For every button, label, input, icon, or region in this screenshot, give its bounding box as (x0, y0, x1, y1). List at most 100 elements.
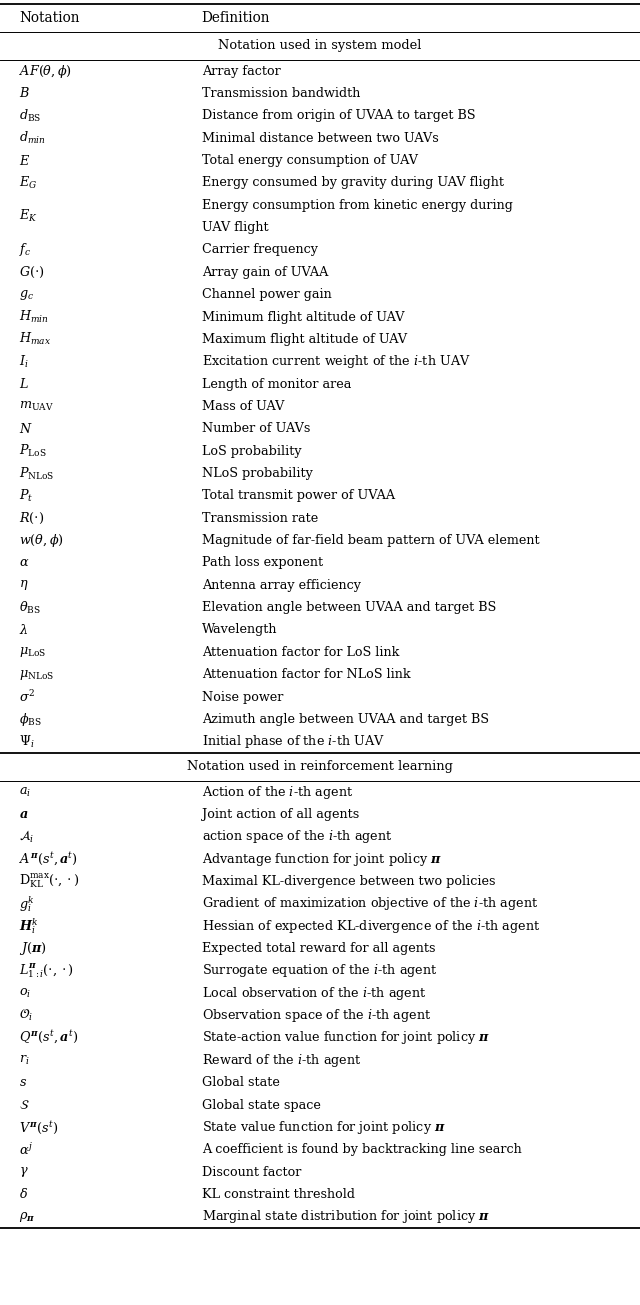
Text: $\gamma$: $\gamma$ (19, 1165, 29, 1178)
Text: Noise power: Noise power (202, 690, 283, 703)
Text: Transmission rate: Transmission rate (202, 512, 318, 525)
Text: Total energy consumption of UAV: Total energy consumption of UAV (202, 154, 418, 167)
Text: Channel power gain: Channel power gain (202, 288, 332, 301)
Text: Attenuation factor for LoS link: Attenuation factor for LoS link (202, 646, 399, 659)
Text: Local observation of the $i$-th agent: Local observation of the $i$-th agent (202, 985, 426, 1002)
Text: $\mathcal{A}_i$: $\mathcal{A}_i$ (19, 829, 35, 844)
Text: Initial phase of the $i$-th UAV: Initial phase of the $i$-th UAV (202, 733, 385, 750)
Text: Gradient of maximization objective of the $i$-th agent: Gradient of maximization objective of th… (202, 895, 538, 912)
Text: $H_{max}$: $H_{max}$ (19, 331, 51, 347)
Text: Reward of the $i$-th agent: Reward of the $i$-th agent (202, 1052, 361, 1069)
Text: Minimal distance between two UAVs: Minimal distance between two UAVs (202, 132, 438, 145)
Text: $J(\boldsymbol{\pi})$: $J(\boldsymbol{\pi})$ (19, 940, 47, 957)
Text: $G(\cdot)$: $G(\cdot)$ (19, 265, 45, 279)
Text: $s$: $s$ (19, 1077, 28, 1090)
Text: Path loss exponent: Path loss exponent (202, 556, 323, 569)
Text: $\mathrm{D}^{\mathrm{max}}_{\mathrm{KL}}(\cdot,\cdot)$: $\mathrm{D}^{\mathrm{max}}_{\mathrm{KL}}… (19, 873, 80, 890)
Text: $\mathcal{S}$: $\mathcal{S}$ (19, 1099, 30, 1112)
Text: $\delta$: $\delta$ (19, 1188, 28, 1202)
Text: $\theta_{\mathrm{BS}}$: $\theta_{\mathrm{BS}}$ (19, 599, 41, 616)
Text: Number of UAVs: Number of UAVs (202, 423, 310, 436)
Text: State value function for joint policy $\boldsymbol{\pi}$: State value function for joint policy $\… (202, 1118, 445, 1135)
Text: LoS probability: LoS probability (202, 445, 301, 458)
Text: Expected total reward for all agents: Expected total reward for all agents (202, 942, 435, 955)
Text: Attenuation factor for NLoS link: Attenuation factor for NLoS link (202, 668, 410, 681)
Text: $a_i$: $a_i$ (19, 786, 31, 799)
Text: $w(\theta,\phi)$: $w(\theta,\phi)$ (19, 532, 64, 549)
Text: A coefficient is found by backtracking line search: A coefficient is found by backtracking l… (202, 1143, 522, 1156)
Text: Maximal KL-divergence between two policies: Maximal KL-divergence between two polici… (202, 874, 495, 887)
Text: $H_{min}$: $H_{min}$ (19, 309, 49, 325)
Text: Azimuth angle between UVAA and target BS: Azimuth angle between UVAA and target BS (202, 713, 488, 726)
Text: Notation: Notation (19, 10, 80, 25)
Text: Excitation current weight of the $i$-th UAV: Excitation current weight of the $i$-th … (202, 354, 470, 371)
Text: $g_c$: $g_c$ (19, 287, 34, 301)
Text: State-action value function for joint policy $\boldsymbol{\pi}$: State-action value function for joint po… (202, 1030, 490, 1047)
Text: Marginal state distribution for joint policy $\boldsymbol{\pi}$: Marginal state distribution for joint po… (202, 1208, 490, 1225)
Text: Carrier frequency: Carrier frequency (202, 244, 317, 257)
Text: $d_{min}$: $d_{min}$ (19, 130, 46, 146)
Text: Notation used in reinforcement learning: Notation used in reinforcement learning (187, 761, 453, 774)
Text: Elevation angle between UVAA and target BS: Elevation angle between UVAA and target … (202, 602, 496, 615)
Text: $\lambda$: $\lambda$ (19, 622, 29, 637)
Text: Distance from origin of UVAA to target BS: Distance from origin of UVAA to target B… (202, 110, 475, 123)
Text: $P_{\mathrm{LoS}}$: $P_{\mathrm{LoS}}$ (19, 444, 47, 459)
Text: Minimum flight altitude of UAV: Minimum flight altitude of UAV (202, 311, 404, 324)
Text: $\phi_{\mathrm{BS}}$: $\phi_{\mathrm{BS}}$ (19, 711, 42, 728)
Text: $m_{\mathrm{UAV}}$: $m_{\mathrm{UAV}}$ (19, 399, 54, 412)
Text: Global state space: Global state space (202, 1099, 321, 1112)
Text: NLoS probability: NLoS probability (202, 467, 312, 480)
Text: Transmission bandwidth: Transmission bandwidth (202, 87, 360, 100)
Text: Action of the $i$-th agent: Action of the $i$-th agent (202, 783, 353, 800)
Text: Notation used in system model: Notation used in system model (218, 39, 422, 52)
Text: Wavelength: Wavelength (202, 624, 277, 637)
Text: $\mu_{\mathrm{LoS}}$: $\mu_{\mathrm{LoS}}$ (19, 645, 46, 659)
Text: Surrogate equation of the $i$-th agent: Surrogate equation of the $i$-th agent (202, 962, 437, 979)
Text: $\mathcal{O}_i$: $\mathcal{O}_i$ (19, 1007, 33, 1023)
Text: Array factor: Array factor (202, 65, 280, 77)
Text: Maximum flight altitude of UAV: Maximum flight altitude of UAV (202, 333, 407, 346)
Text: Total transmit power of UVAA: Total transmit power of UVAA (202, 489, 395, 502)
Text: $\Psi_i$: $\Psi_i$ (19, 733, 35, 750)
Text: Hessian of expected KL-divergence of the $i$-th agent: Hessian of expected KL-divergence of the… (202, 917, 540, 934)
Text: Definition: Definition (202, 10, 270, 25)
Text: action space of the $i$-th agent: action space of the $i$-th agent (202, 829, 392, 846)
Text: $Q^{\boldsymbol{\pi}}(s^t,\boldsymbol{a}^t)$: $Q^{\boldsymbol{\pi}}(s^t,\boldsymbol{a}… (19, 1030, 79, 1047)
Text: $g_i^k$: $g_i^k$ (19, 894, 35, 913)
Text: Mass of UAV: Mass of UAV (202, 399, 284, 412)
Text: Observation space of the $i$-th agent: Observation space of the $i$-th agent (202, 1007, 431, 1024)
Text: Joint action of all agents: Joint action of all agents (202, 808, 359, 821)
Text: Advantage function for joint policy $\boldsymbol{\pi}$: Advantage function for joint policy $\bo… (202, 851, 442, 868)
Text: $N$: $N$ (19, 422, 33, 436)
Text: UAV flight: UAV flight (202, 221, 268, 234)
Text: $\eta$: $\eta$ (19, 578, 29, 592)
Text: $\boldsymbol{H}_i^k$: $\boldsymbol{H}_i^k$ (19, 916, 38, 936)
Text: Array gain of UVAA: Array gain of UVAA (202, 266, 328, 279)
Text: Magnitude of far-field beam pattern of UVA element: Magnitude of far-field beam pattern of U… (202, 534, 540, 547)
Text: $L$: $L$ (19, 377, 29, 392)
Text: Length of monitor area: Length of monitor area (202, 377, 351, 390)
Text: $AF(\theta,\phi)$: $AF(\theta,\phi)$ (19, 63, 72, 80)
Text: $\mu_{\mathrm{NLoS}}$: $\mu_{\mathrm{NLoS}}$ (19, 668, 54, 681)
Text: Antenna array efficiency: Antenna array efficiency (202, 578, 360, 591)
Text: $I_i$: $I_i$ (19, 354, 29, 369)
Text: $R(\cdot)$: $R(\cdot)$ (19, 510, 44, 526)
Text: $V^{\boldsymbol{\pi}}(s^t)$: $V^{\boldsymbol{\pi}}(s^t)$ (19, 1118, 58, 1135)
Text: KL constraint threshold: KL constraint threshold (202, 1188, 355, 1201)
Text: $\alpha^j$: $\alpha^j$ (19, 1142, 33, 1158)
Text: $\sigma^2$: $\sigma^2$ (19, 689, 35, 705)
Text: $L_{1:i}^{\boldsymbol{\pi}}(\cdot,\cdot)$: $L_{1:i}^{\boldsymbol{\pi}}(\cdot,\cdot)… (19, 962, 74, 980)
Text: $E_K$: $E_K$ (19, 209, 38, 224)
Text: $f_c$: $f_c$ (19, 241, 31, 258)
Text: Global state: Global state (202, 1077, 280, 1090)
Text: $\alpha$: $\alpha$ (19, 556, 29, 569)
Text: $\boldsymbol{a}$: $\boldsymbol{a}$ (19, 808, 29, 821)
Text: Energy consumed by gravity during UAV flight: Energy consumed by gravity during UAV fl… (202, 176, 504, 189)
Text: $E$: $E$ (19, 154, 31, 167)
Text: $A^{\boldsymbol{\pi}}(s^t,\boldsymbol{a}^t)$: $A^{\boldsymbol{\pi}}(s^t,\boldsymbol{a}… (19, 851, 78, 868)
Text: $r_i$: $r_i$ (19, 1053, 29, 1067)
Text: $E_G$: $E_G$ (19, 175, 38, 191)
Text: $o_i$: $o_i$ (19, 987, 31, 1000)
Text: $P_t$: $P_t$ (19, 488, 33, 504)
Text: $B$: $B$ (19, 86, 30, 100)
